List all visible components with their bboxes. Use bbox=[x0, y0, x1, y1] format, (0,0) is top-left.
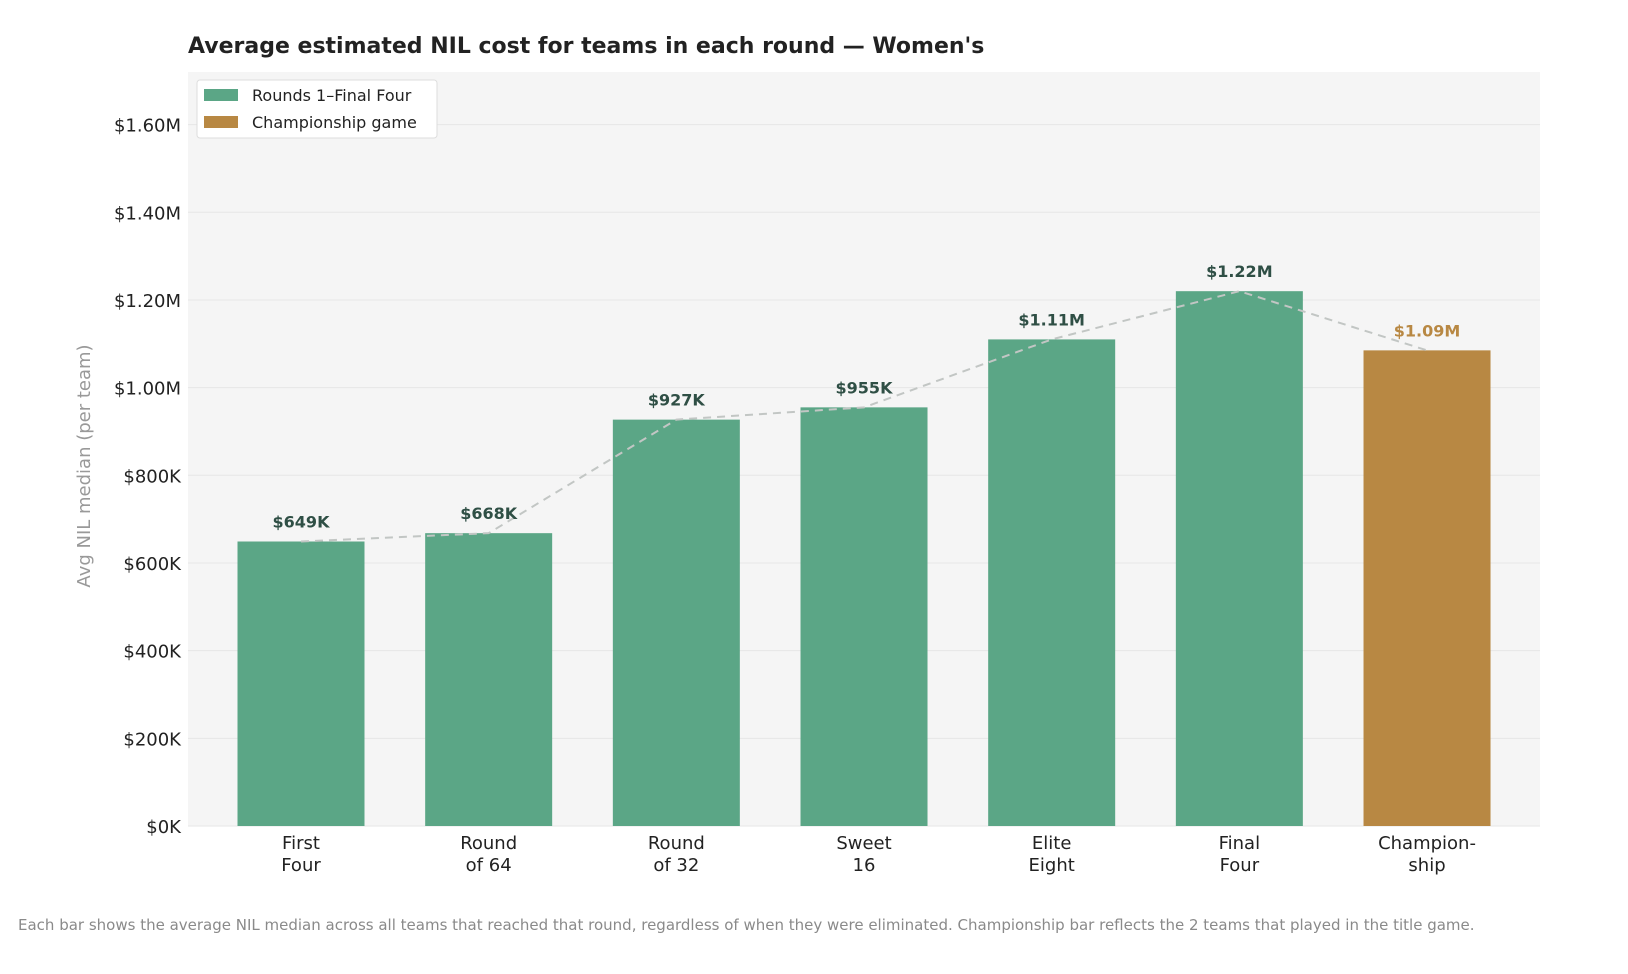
value-labels: $649K $668K $927K $955K $1.11M $1.22M $1.09M bbox=[273, 262, 1461, 531]
x-tick-label: Four bbox=[1220, 855, 1260, 876]
x-tick-label: First bbox=[282, 833, 320, 854]
y-tick-label: $800K bbox=[123, 466, 182, 487]
x-tick-label: Round bbox=[648, 833, 705, 854]
y-tick-label: $1.40M bbox=[114, 203, 181, 224]
y-tick-label: $1.20M bbox=[114, 291, 181, 312]
legend-box bbox=[196, 79, 438, 139]
x-tick-label: of 64 bbox=[466, 855, 512, 876]
bar bbox=[1175, 291, 1303, 826]
legend-swatch bbox=[204, 116, 238, 128]
y-axis-ticks: $0K $200K $400K $600K $800K $1.00M $1.20M $1.40… bbox=[114, 116, 182, 838]
bar-value-label: $649K bbox=[273, 512, 331, 531]
bar bbox=[425, 533, 553, 826]
y-tick-label: $200K bbox=[123, 729, 182, 750]
legend-label: Rounds 1–Final Four bbox=[252, 86, 412, 105]
x-tick-label: Champion- bbox=[1378, 833, 1476, 854]
bar-value-label: $1.09M bbox=[1394, 321, 1461, 340]
x-tick-label: Eight bbox=[1029, 855, 1075, 876]
legend: Rounds 1–Final Four Championship game bbox=[196, 79, 438, 139]
bar bbox=[612, 419, 740, 826]
bar-value-label: $927K bbox=[648, 391, 706, 410]
footnote: Each bar shows the average NIL median ac… bbox=[18, 916, 1475, 934]
y-tick-label: $400K bbox=[123, 642, 182, 663]
bar bbox=[1363, 350, 1491, 826]
y-axis-label: Avg NIL median (per team) bbox=[74, 344, 95, 587]
legend-label: Championship game bbox=[252, 113, 417, 132]
x-tick-label: Final bbox=[1219, 833, 1260, 854]
x-tick-label: Four bbox=[281, 855, 321, 876]
y-tick-label: $0K bbox=[146, 817, 182, 838]
bar bbox=[988, 339, 1116, 826]
bar-value-label: $955K bbox=[836, 378, 894, 397]
y-tick-label: $1.00M bbox=[114, 379, 181, 400]
y-tick-label: $600K bbox=[123, 554, 182, 575]
bar-value-label: $668K bbox=[460, 504, 518, 523]
x-tick-label: Round bbox=[460, 833, 517, 854]
x-tick-label: Sweet bbox=[836, 833, 891, 854]
bars bbox=[237, 291, 1491, 826]
x-tick-label: 16 bbox=[853, 855, 876, 876]
bar-value-label: $1.22M bbox=[1206, 262, 1273, 281]
legend-swatch bbox=[204, 89, 238, 101]
x-tick-label: Elite bbox=[1032, 833, 1072, 854]
bar bbox=[237, 541, 365, 826]
bar bbox=[800, 407, 928, 826]
y-tick-label: $1.60M bbox=[114, 116, 181, 137]
x-tick-label: ship bbox=[1408, 855, 1445, 876]
trend-line bbox=[300, 290, 1428, 543]
chart-title: Average estimated NIL cost for teams in … bbox=[188, 34, 984, 59]
x-tick-label: of 32 bbox=[653, 855, 699, 876]
bar-value-label: $1.11M bbox=[1018, 310, 1085, 329]
